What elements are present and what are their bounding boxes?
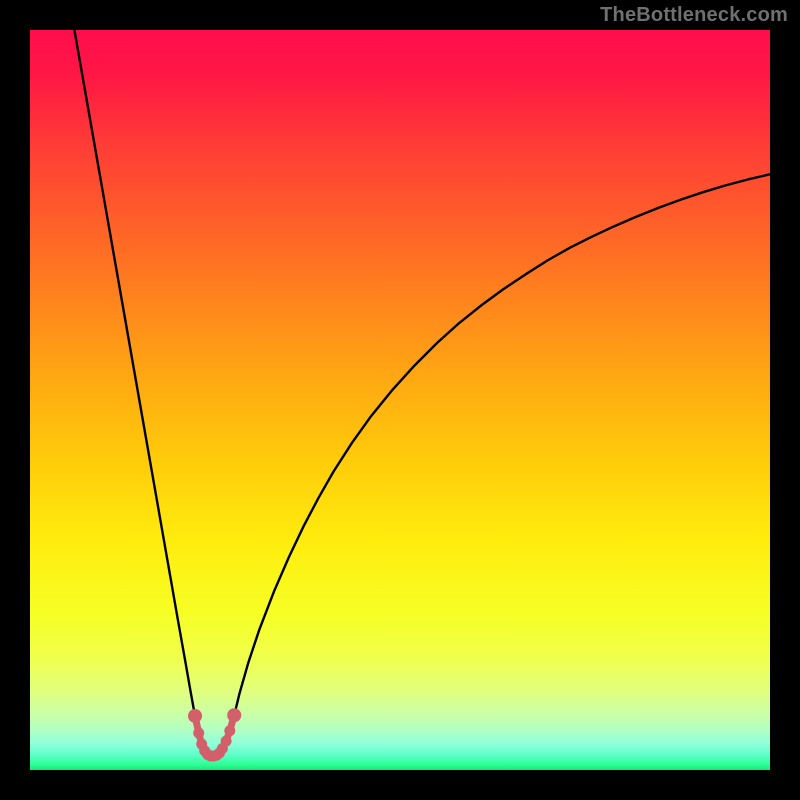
watermark-text: TheBottleneck.com: [600, 4, 788, 27]
chart-container: TheBottleneck.com: [0, 0, 800, 800]
optimal-range-marker: [193, 728, 204, 739]
optimal-range-marker: [188, 709, 202, 723]
plot-svg: [30, 30, 770, 770]
gradient-background: [30, 30, 770, 770]
optimal-range-marker: [227, 708, 241, 722]
optimal-range-marker: [224, 725, 235, 736]
optimal-range-marker: [221, 736, 232, 747]
